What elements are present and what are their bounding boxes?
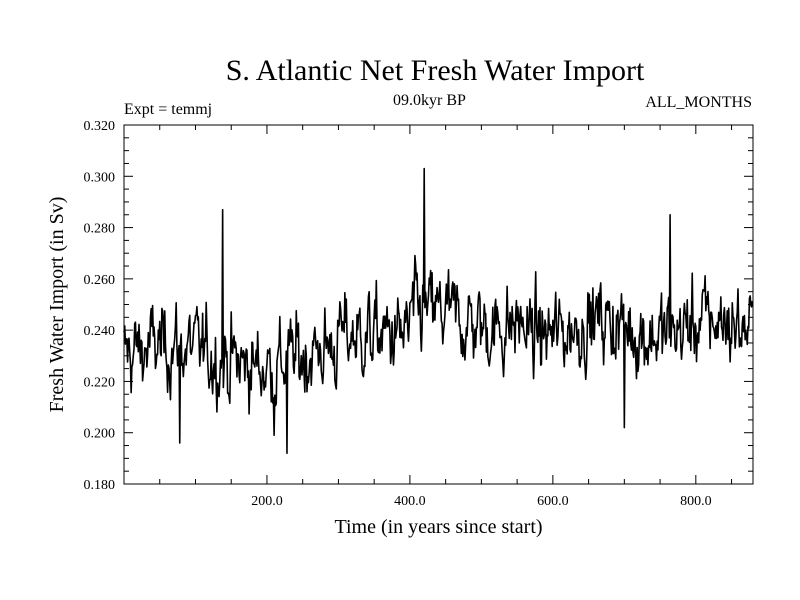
y-tick-label: 0.240 bbox=[84, 324, 116, 339]
y-tick-label: 0.180 bbox=[84, 478, 116, 493]
x-tick-label: 800.0 bbox=[680, 494, 712, 509]
y-tick-label: 0.220 bbox=[84, 375, 116, 390]
experiment-label: Expt = temmj bbox=[124, 101, 213, 118]
y-tick-label: 0.260 bbox=[84, 273, 116, 288]
x-tick-label: 400.0 bbox=[394, 494, 426, 509]
x-tick-label: 200.0 bbox=[251, 494, 283, 509]
y-tick-label: 0.280 bbox=[84, 222, 116, 237]
series-line bbox=[123, 167, 754, 455]
x-axis-title: Time (in years since start) bbox=[334, 516, 542, 538]
y-tick-label: 0.320 bbox=[84, 119, 116, 134]
months-label: ALL_MONTHS bbox=[645, 94, 752, 111]
y-tick-label: 0.300 bbox=[84, 170, 116, 185]
y-axis-title: Fresh Water Import (in Sv) bbox=[46, 197, 68, 413]
y-tick-label: 0.200 bbox=[84, 427, 116, 442]
chart-title: S. Atlantic Net Fresh Water Import bbox=[225, 54, 645, 87]
x-tick-label: 600.0 bbox=[537, 494, 569, 509]
period-label: 09.0kyr BP bbox=[393, 92, 466, 109]
plot-area-frame bbox=[123, 124, 754, 485]
